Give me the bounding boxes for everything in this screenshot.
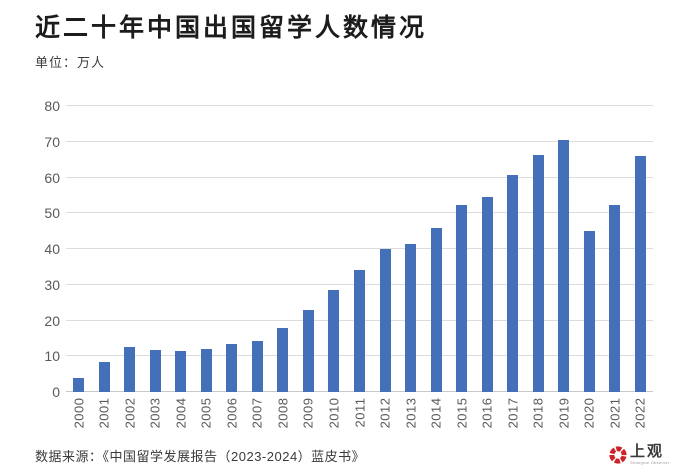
bar-2012 (379, 249, 391, 392)
x-tick-2005: 2005 (198, 397, 214, 429)
bar-2003 (149, 350, 161, 392)
x-tick-2009: 2009 (300, 397, 316, 429)
x-tick-2014: 2014 (428, 397, 444, 429)
bar-2005 (200, 349, 212, 392)
bar-2011 (354, 270, 365, 392)
publisher-logo: 上观 Shanghai Observer (609, 444, 695, 466)
x-tick-2004: 2004 (173, 397, 189, 429)
bar-2004 (175, 350, 187, 392)
x-tick-2018: 2018 (530, 397, 546, 429)
x-tick-2022: 2022 (632, 397, 648, 429)
gridline-80 (66, 105, 653, 106)
y-tick-70: 70 (44, 133, 60, 150)
bar-2013 (405, 244, 417, 392)
x-tick-2011: 2011 (352, 397, 367, 428)
bar-2009 (302, 310, 314, 392)
bar-2006 (226, 344, 238, 392)
y-tick-50: 50 (44, 205, 60, 222)
bar-2007 (251, 340, 263, 392)
x-tick-2000: 2000 (71, 397, 87, 429)
x-tick-2007: 2007 (249, 397, 265, 429)
bar-2022 (634, 155, 646, 392)
x-tick-2010: 2010 (326, 397, 342, 429)
x-tick-2001: 2001 (96, 397, 112, 429)
bar-2015 (456, 204, 468, 392)
gridline-60 (66, 176, 653, 178)
gridline-50 (66, 212, 653, 214)
y-tick-20: 20 (44, 312, 60, 329)
y-tick-10: 10 (44, 348, 60, 365)
chart-title: 近二十年中国出国留学人数情况 (35, 14, 428, 42)
y-tick-80: 80 (44, 98, 60, 114)
gridline-40 (66, 248, 653, 249)
x-tick-2003: 2003 (147, 397, 163, 429)
bar-2019 (558, 140, 570, 392)
bar-2020 (583, 230, 595, 392)
bar-2014 (430, 227, 442, 392)
logo-text-block: 上观 Shanghai Observer (630, 445, 670, 465)
bar-2018 (532, 155, 544, 392)
y-tick-0: 0 (52, 384, 60, 400)
x-tick-2021: 2021 (607, 397, 623, 429)
x-tick-2015: 2015 (454, 397, 470, 429)
logo-tagline: Shanghai Observer (630, 460, 670, 465)
x-tick-2013: 2013 (403, 397, 419, 429)
y-tick-60: 60 (44, 169, 60, 186)
bar-2016 (481, 197, 493, 392)
bar-2010 (328, 290, 340, 392)
bar-2002 (124, 347, 136, 392)
bar-2021 (609, 204, 621, 392)
plot-area (66, 105, 653, 392)
y-tick-40: 40 (44, 241, 60, 257)
source-label: 数据来源：《中国留学发展报告（2023-2024）蓝皮书》 (35, 449, 366, 464)
x-tick-2019: 2019 (556, 397, 572, 429)
bar-2008 (277, 327, 289, 392)
x-tick-2002: 2002 (122, 397, 138, 429)
x-tick-2016: 2016 (479, 397, 495, 429)
x-tick-2012: 2012 (377, 397, 393, 429)
bar-2017 (507, 174, 519, 392)
unit-label: 单位：万人 (35, 55, 106, 70)
x-tick-2017: 2017 (505, 397, 521, 429)
bar-2000 (73, 378, 85, 392)
x-tick-2006: 2006 (224, 397, 240, 429)
y-tick-30: 30 (44, 276, 60, 293)
x-tick-2020: 2020 (581, 397, 597, 429)
gridline-70 (66, 140, 653, 142)
logo-name: 上观 (630, 444, 665, 460)
logo-emblem-icon (609, 446, 627, 464)
bar-2001 (98, 361, 110, 392)
x-tick-2008: 2008 (275, 397, 291, 429)
